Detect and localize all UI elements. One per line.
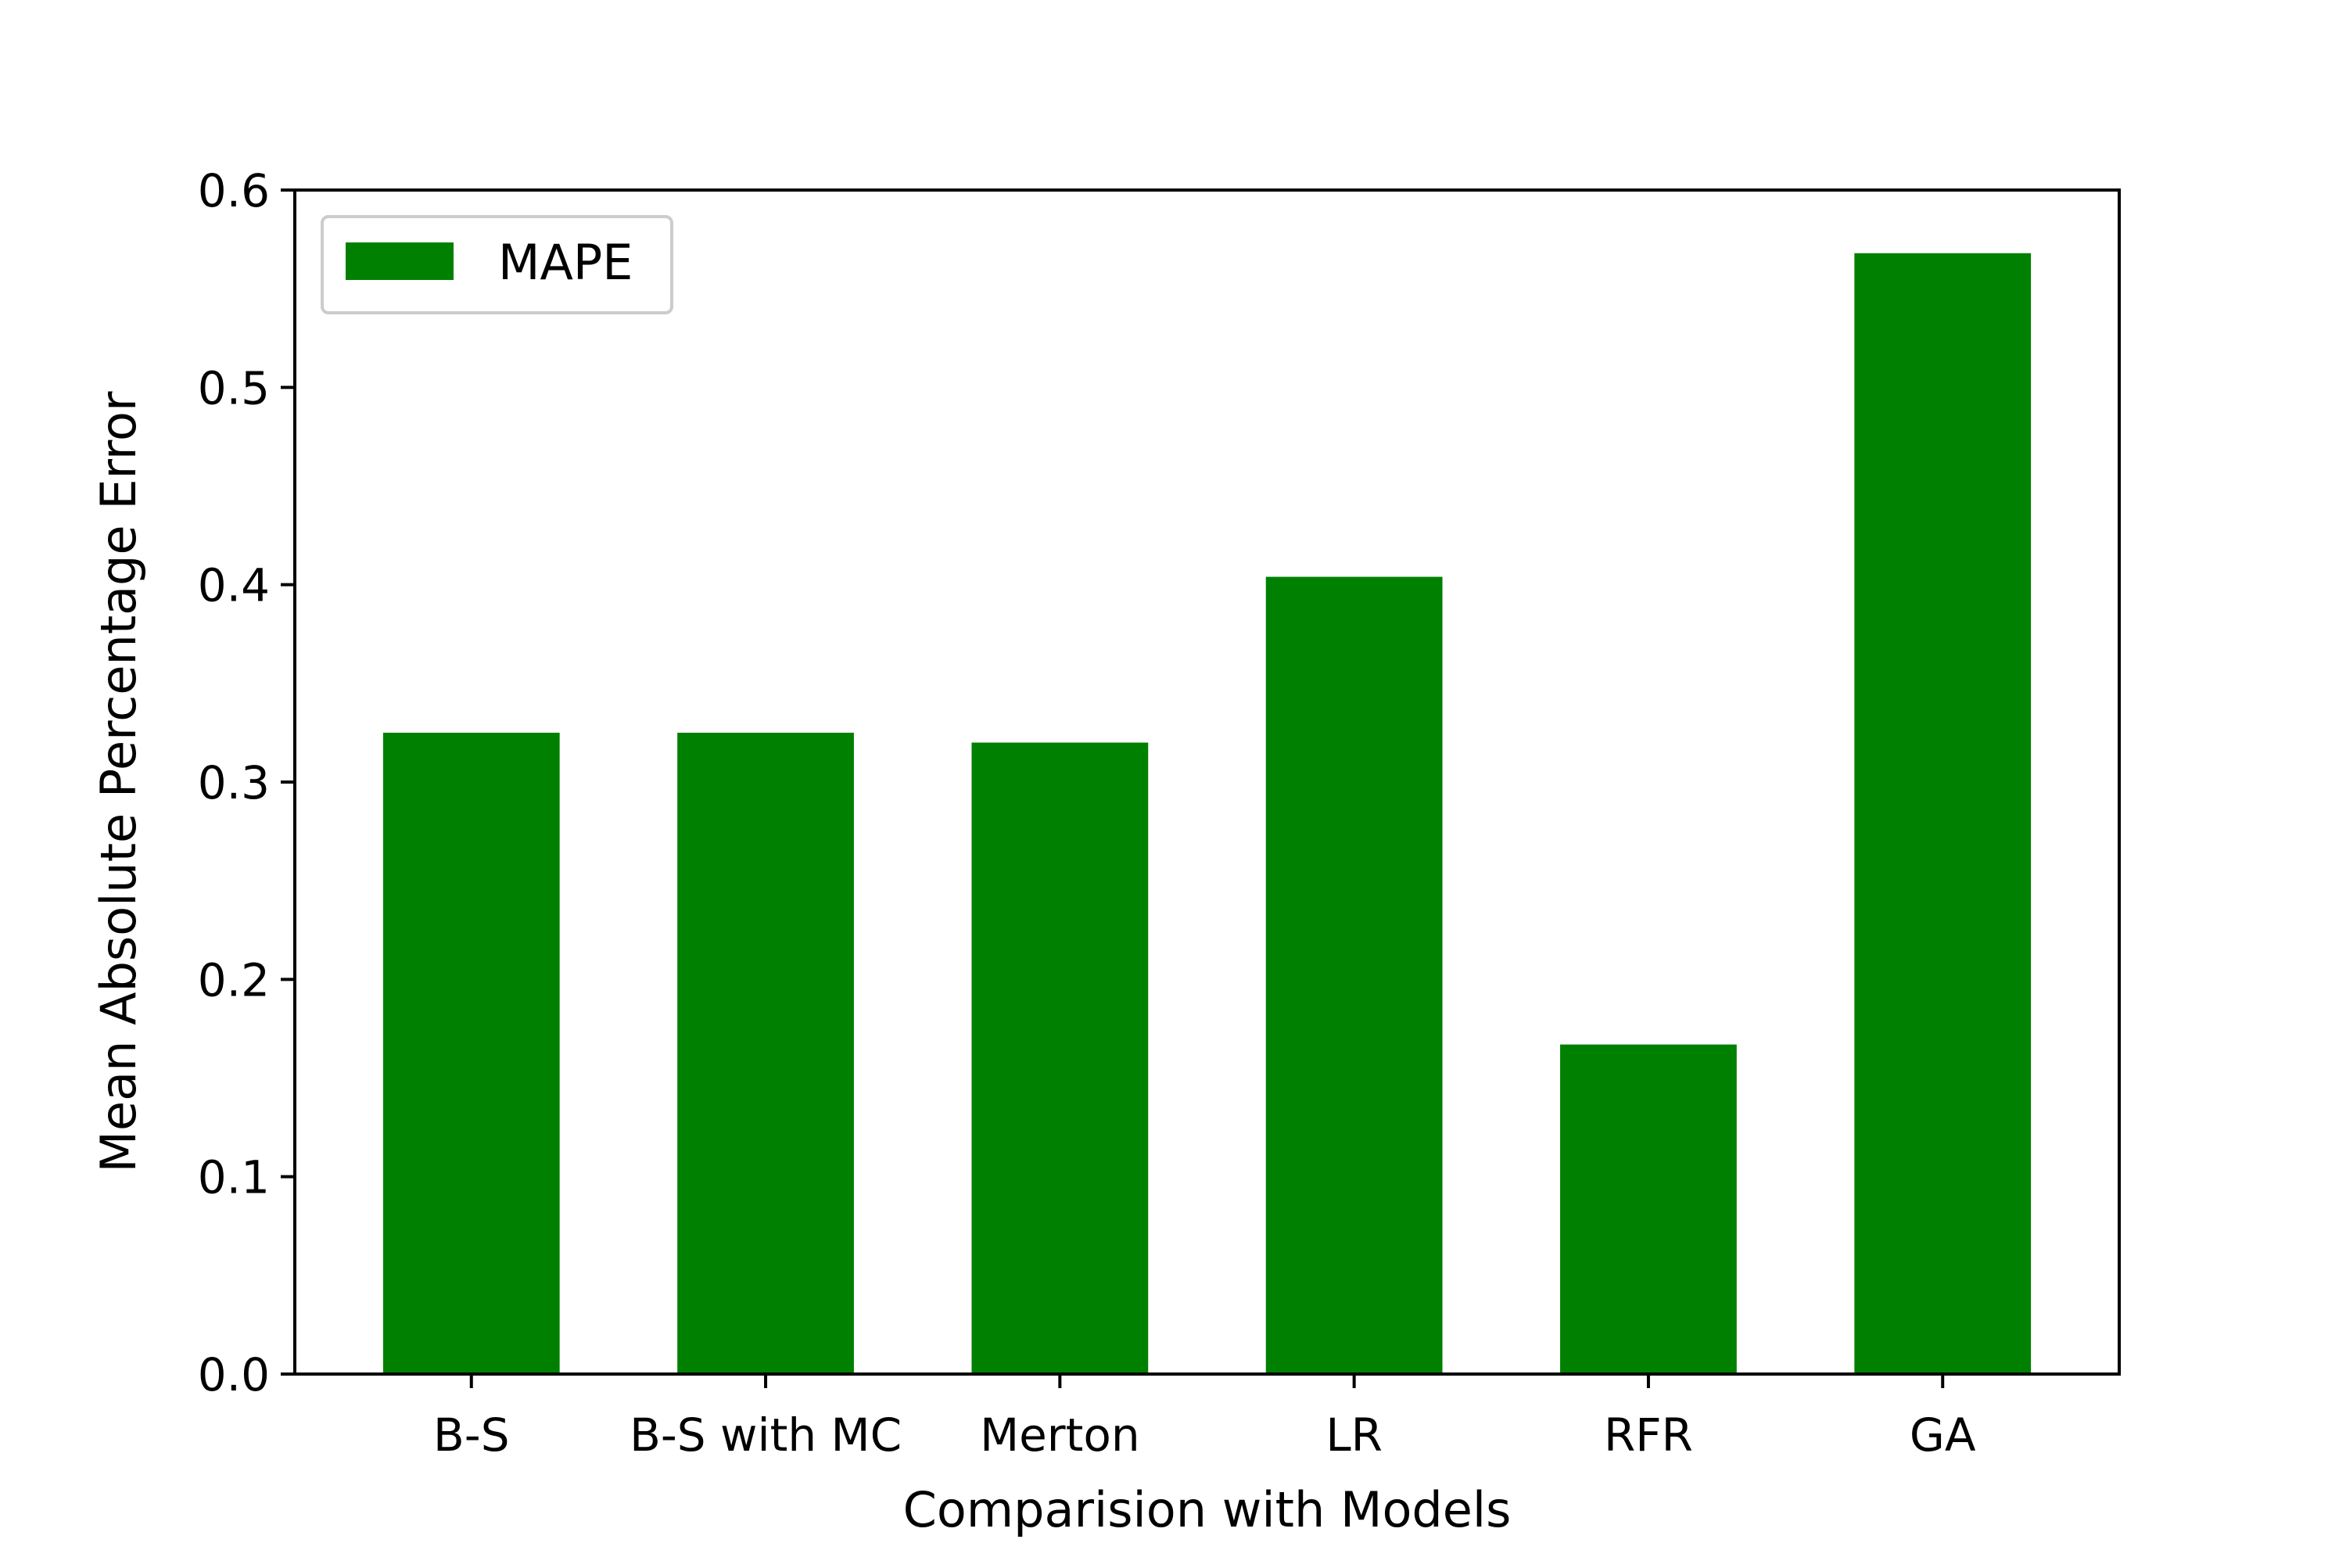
bar-ga bbox=[1854, 253, 2032, 1374]
y-axis-ticks: 0.0 0.1 0.2 0.3 0.4 0.5 0.6 bbox=[198, 164, 295, 1401]
bar-b-s bbox=[382, 732, 560, 1374]
y-axis-label: Mean Absolute Percentage Error bbox=[90, 391, 147, 1172]
x-tick-label-b-s-with-mc: B-S with MC bbox=[630, 1408, 902, 1462]
y-tick-label: 0.3 bbox=[198, 756, 270, 809]
y-tick-label: 0.6 bbox=[198, 164, 270, 217]
x-tick-label-rfr: RFR bbox=[1604, 1408, 1693, 1462]
legend-swatch bbox=[346, 242, 454, 280]
bar-rfr bbox=[1560, 1044, 1737, 1374]
bars-group bbox=[382, 253, 2032, 1374]
y-tick-label: 0.5 bbox=[198, 361, 270, 414]
bar-merton bbox=[971, 742, 1149, 1374]
y-tick-label: 0.2 bbox=[198, 953, 270, 1006]
bar-lr bbox=[1265, 576, 1443, 1374]
x-tick-label-ga: GA bbox=[1910, 1408, 1976, 1462]
y-tick-label: 0.1 bbox=[198, 1151, 270, 1204]
x-tick-label-lr: LR bbox=[1325, 1408, 1383, 1462]
x-tick-label-b-s: B-S bbox=[433, 1408, 510, 1462]
plot-frame bbox=[293, 188, 2121, 1376]
legend-label-mape: MAPE bbox=[498, 234, 633, 291]
x-axis-label: Comparision with Models bbox=[903, 1481, 1512, 1538]
bar-b-s-with-mc bbox=[677, 732, 854, 1374]
legend-box bbox=[321, 215, 673, 314]
legend: MAPE bbox=[321, 215, 673, 314]
y-tick-label: 0.0 bbox=[198, 1348, 270, 1401]
y-tick-label: 0.4 bbox=[198, 559, 270, 612]
x-axis-ticks: B-S B-S with MC Merton LR RFR GA bbox=[433, 1374, 1976, 1462]
x-tick-label-merton: Merton bbox=[980, 1408, 1140, 1462]
